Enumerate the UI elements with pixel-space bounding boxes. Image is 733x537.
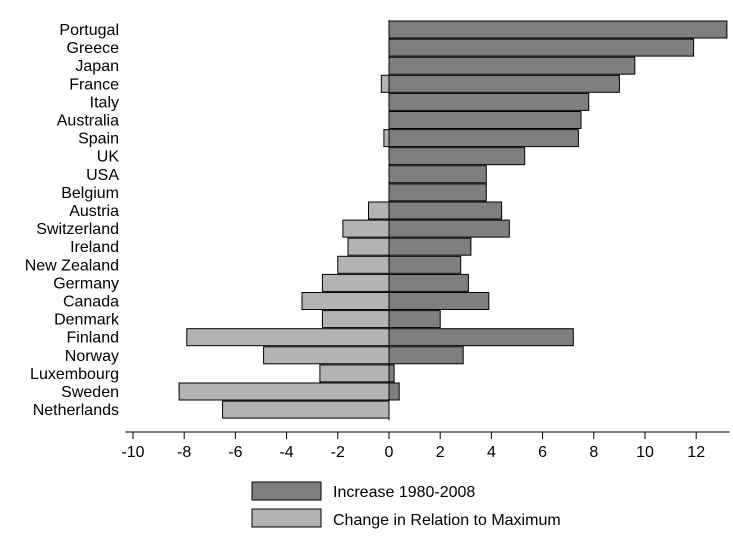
bar-increase-uk [388,147,526,166]
bar-change-new-zealand [337,255,390,274]
bar-increase-usa [388,165,487,184]
bar-increase-canada [388,292,490,310]
x-tick-label: 0 [385,444,394,461]
category-label-germany: Germany [53,275,119,292]
bar-increase-austria [388,201,503,220]
bar-change-spain [383,129,390,148]
x-tick-label: -8 [177,444,191,461]
bar-change-denmark [321,310,390,329]
bar-increase-france [388,74,620,93]
category-label-usa: USA [86,167,119,184]
bar-increase-switzerland [388,219,510,238]
bar-change-austria [368,201,390,220]
bar-increase-denmark [388,310,441,329]
x-tick-label: -4 [279,444,293,461]
x-axis-ticks: -10 -8 -6 -4 -2 0 2 4 6 8 10 12 [121,432,705,461]
category-label-spain: Spain [78,131,119,148]
category-label-denmark: Denmark [54,312,120,329]
category-label-portugal: Portugal [59,22,119,39]
category-labels: PortugalGreeceJapanFranceItalyAustraliaS… [25,22,120,419]
bar-increase-new-zealand [388,255,462,274]
legend-swatch-increase [251,481,322,501]
category-label-canada: Canada [63,294,119,311]
x-tick-label: -6 [228,444,242,461]
x-tick-label: 12 [687,444,705,461]
bar-change-ireland [347,237,390,256]
x-tick-label: 4 [487,444,496,461]
x-tick-label: 2 [436,444,445,461]
bar-increase-sweden [388,382,400,401]
x-tick-label: 6 [538,444,547,461]
legend-label-increase: Increase 1980-2008 [333,484,475,501]
bar-increase-ireland [388,237,472,256]
bar-increase-spain [388,129,579,148]
x-tick-label: -2 [331,444,345,461]
legend-swatch-change [251,508,322,528]
category-label-italy: Italy [90,94,119,111]
category-label-netherlands: Netherlands [33,402,119,419]
bar-change-luxembourg [319,364,390,383]
bar-change-norway [263,346,390,365]
bar-increase-germany [388,273,469,292]
legend-label-change: Change in Relation to Maximum [333,512,561,529]
category-label-sweden: Sweden [61,384,119,401]
bar-increase-belgium [388,183,487,202]
category-label-greece: Greece [67,40,120,57]
bar-change-germany [321,273,390,292]
category-label-ireland: Ireland [70,239,119,256]
bar-change-france [380,74,390,93]
bar-change-switzerland [342,219,390,238]
category-label-norway: Norway [65,348,119,365]
bar-change-sweden [178,382,390,401]
bar-increase-italy [388,92,590,111]
bar-change-finland [186,328,390,347]
bar-change-netherlands [222,400,390,419]
bar-increase-norway [388,346,464,365]
category-label-switzerland: Switzerland [36,221,119,238]
bar-increase-japan [388,56,636,75]
bars-group [178,20,728,419]
category-label-new-zealand: New Zealand [25,257,119,274]
bar-increase-australia [388,111,582,129]
category-label-australia: Australia [57,113,119,130]
category-label-luxembourg: Luxembourg [30,366,119,383]
category-label-belgium: Belgium [61,185,119,202]
category-label-austria: Austria [69,203,119,220]
x-tick-label: 10 [636,444,654,461]
x-tick-label: -10 [121,444,144,461]
category-label-finland: Finland [67,330,119,347]
category-label-japan: Japan [75,58,119,75]
legend: Increase 1980-2008 Change in Relation to… [251,481,561,529]
x-tick-label: 8 [589,444,598,461]
bar-increase-finland [388,328,574,347]
bar-increase-greece [388,38,695,57]
category-label-france: France [69,76,119,93]
bar-increase-portugal [388,20,728,39]
bar-increase-luxembourg [388,364,395,383]
bar-change-canada [301,292,390,310]
category-label-uk: UK [97,149,120,166]
